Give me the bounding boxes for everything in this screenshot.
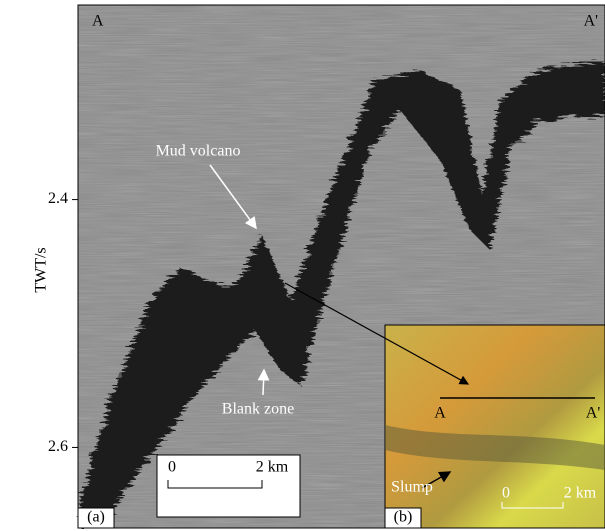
annotation: Mud volcano — [156, 143, 241, 160]
annotation: Blank zone — [222, 401, 294, 418]
y-axis: 2.4 2.6 — [48, 190, 78, 455]
y-axis-label: TWT/s — [33, 247, 50, 292]
panel-label: (b) — [394, 509, 413, 526]
inset-label-left: A — [434, 405, 446, 422]
y-tick-label: 2.6 — [48, 438, 68, 455]
scale-start: 0 — [502, 485, 510, 502]
annotation: Slump — [391, 479, 433, 496]
y-tick-label: 2.4 — [48, 190, 68, 207]
panel-label: (a) — [87, 509, 105, 526]
scale-end: 2 km — [564, 485, 597, 502]
inset-map: A A' Slump 0 2 km (b) — [385, 325, 605, 528]
scale-end: 2 km — [256, 459, 289, 476]
arrow — [263, 370, 264, 395]
profile-label-right: A' — [584, 13, 599, 30]
inset-label-right: A' — [586, 405, 601, 422]
scale-bar: 0 2 km — [157, 455, 300, 517]
profile-label-left: A — [92, 13, 104, 30]
figure: A A' TWT/s 2.4 2.6 Mud volcano Blank zone… — [0, 0, 605, 531]
scale-start: 0 — [168, 459, 176, 476]
